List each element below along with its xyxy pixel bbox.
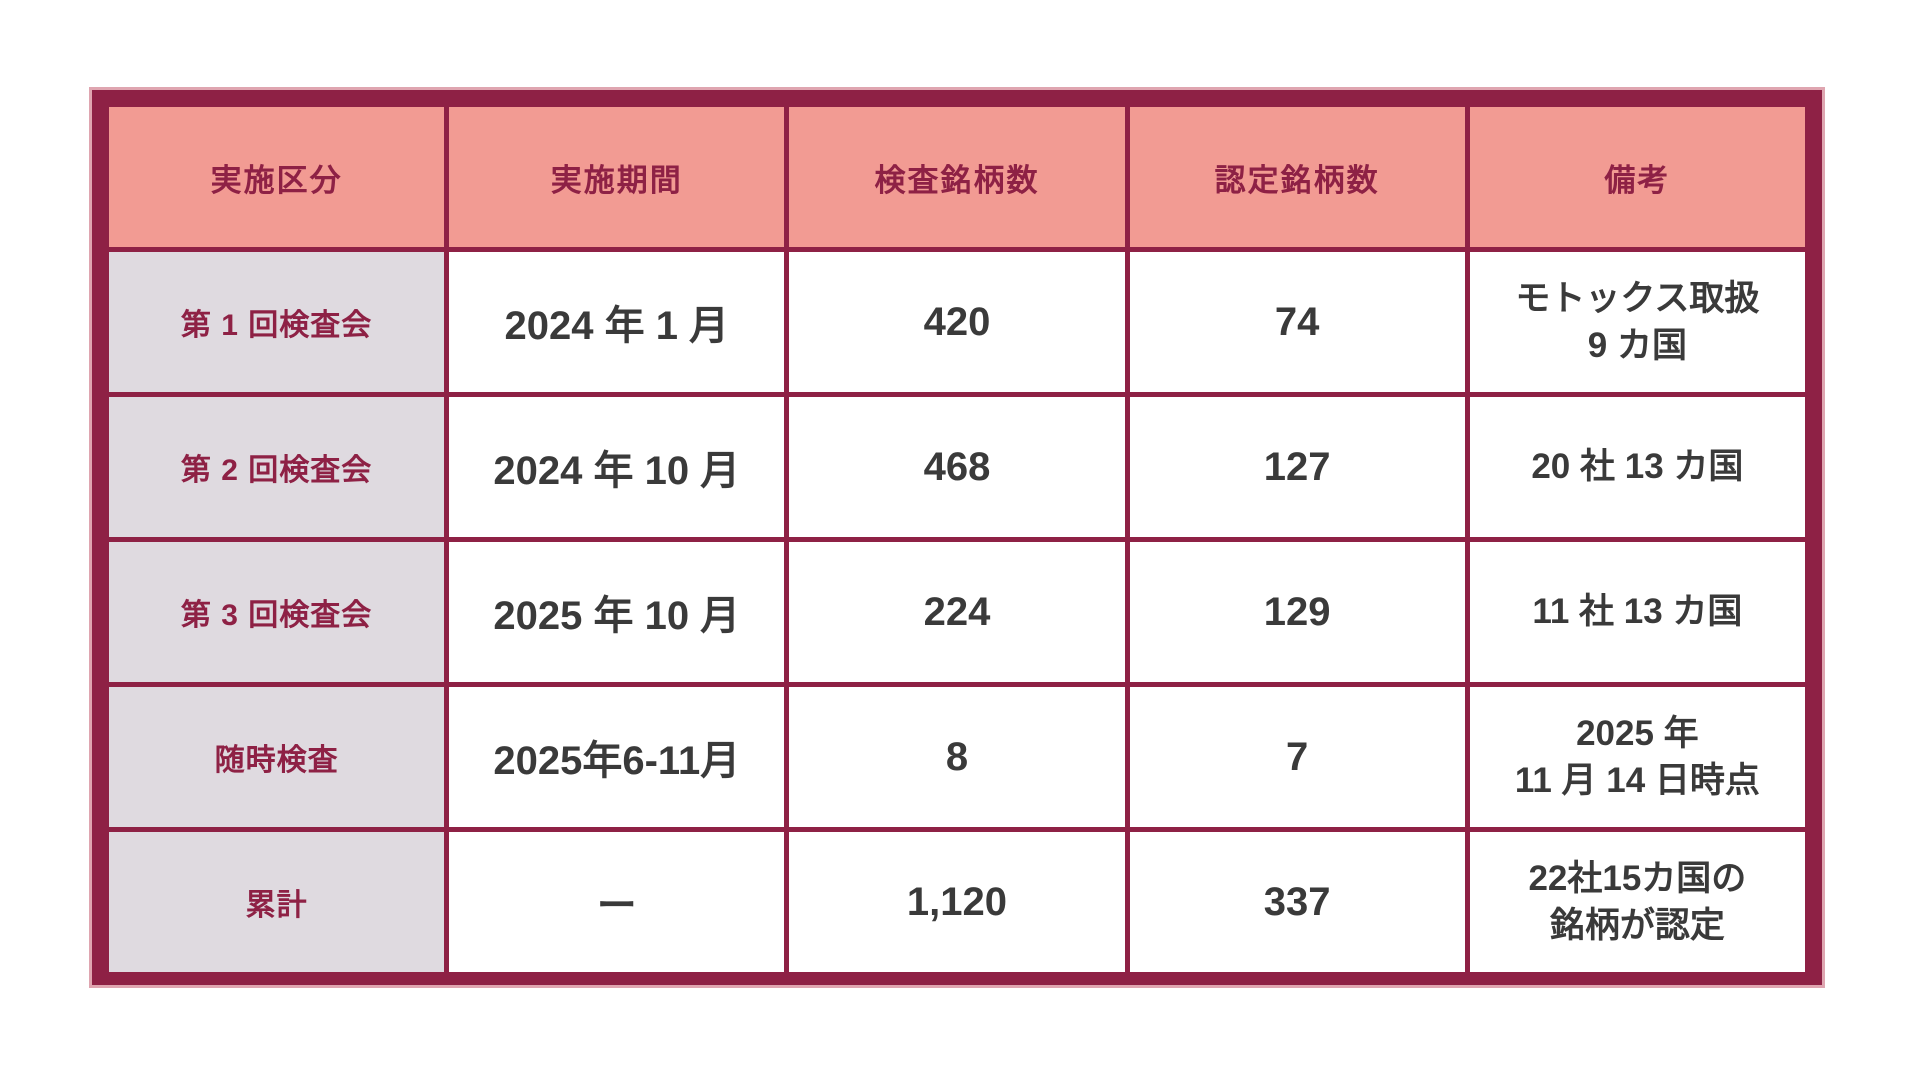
category-cell: 累計 (103, 827, 450, 977)
inspected-count-cell: 224 (784, 537, 1130, 687)
inspected-count-cell: 420 (784, 247, 1130, 397)
remarks-cell: 2025 年 11 月 14 日時点 (1464, 682, 1811, 832)
category-cell: 第 2 回検査会 (103, 392, 450, 542)
header-remarks: 備考 (1464, 102, 1811, 252)
table-header: 実施区分 実施期間 検査銘柄数 認定銘柄数 備考 (103, 102, 1811, 252)
inspection-results-table: 実施区分 実施期間 検査銘柄数 認定銘柄数 備考 第 1 回検査会 2024 年… (89, 87, 1825, 988)
inspected-count-cell: 1,120 (784, 827, 1130, 977)
remarks-cell: 22社15カ国の 銘柄が認定 (1464, 827, 1811, 977)
category-cell: 第 3 回検査会 (103, 537, 450, 687)
category-cell: 第 1 回検査会 (103, 247, 450, 397)
certified-count-cell: 129 (1124, 537, 1470, 687)
inspected-count-cell: 8 (784, 682, 1130, 832)
certified-count-cell: 74 (1124, 247, 1470, 397)
inspected-count-cell: 468 (784, 392, 1130, 542)
table-row: 第 2 回検査会 2024 年 10 月 468 127 20 社 13 カ国 (103, 392, 1811, 542)
table-row: 第 1 回検査会 2024 年 1 月 420 74 モトックス取扱 9 カ国 (103, 247, 1811, 397)
certified-count-cell: 127 (1124, 392, 1470, 542)
period-cell: 2025 年 10 月 (444, 537, 790, 687)
header-certified-count: 認定銘柄数 (1124, 102, 1470, 252)
period-cell: 2025年6-11月 (444, 682, 790, 832)
table-body: 第 1 回検査会 2024 年 1 月 420 74 モトックス取扱 9 カ国 … (103, 247, 1811, 977)
category-cell: 随時検査 (103, 682, 450, 832)
data-table: 実施区分 実施期間 検査銘柄数 認定銘柄数 備考 第 1 回検査会 2024 年… (103, 102, 1811, 977)
remarks-cell: 20 社 13 カ国 (1464, 392, 1811, 542)
period-cell: ー (444, 827, 790, 977)
certified-count-cell: 337 (1124, 827, 1470, 977)
header-period: 実施期間 (444, 102, 790, 252)
table-row-total: 累計 ー 1,120 337 22社15カ国の 銘柄が認定 (103, 827, 1811, 977)
header-inspected-count: 検査銘柄数 (784, 102, 1130, 252)
remarks-cell: モトックス取扱 9 カ国 (1464, 247, 1811, 397)
header-category: 実施区分 (103, 102, 450, 252)
certified-count-cell: 7 (1124, 682, 1470, 832)
table-row: 随時検査 2025年6-11月 8 7 2025 年 11 月 14 日時点 (103, 682, 1811, 832)
table-row: 第 3 回検査会 2025 年 10 月 224 129 11 社 13 カ国 (103, 537, 1811, 687)
period-cell: 2024 年 1 月 (444, 247, 790, 397)
remarks-cell: 11 社 13 カ国 (1464, 537, 1811, 687)
header-row: 実施区分 実施期間 検査銘柄数 認定銘柄数 備考 (103, 102, 1811, 252)
period-cell: 2024 年 10 月 (444, 392, 790, 542)
